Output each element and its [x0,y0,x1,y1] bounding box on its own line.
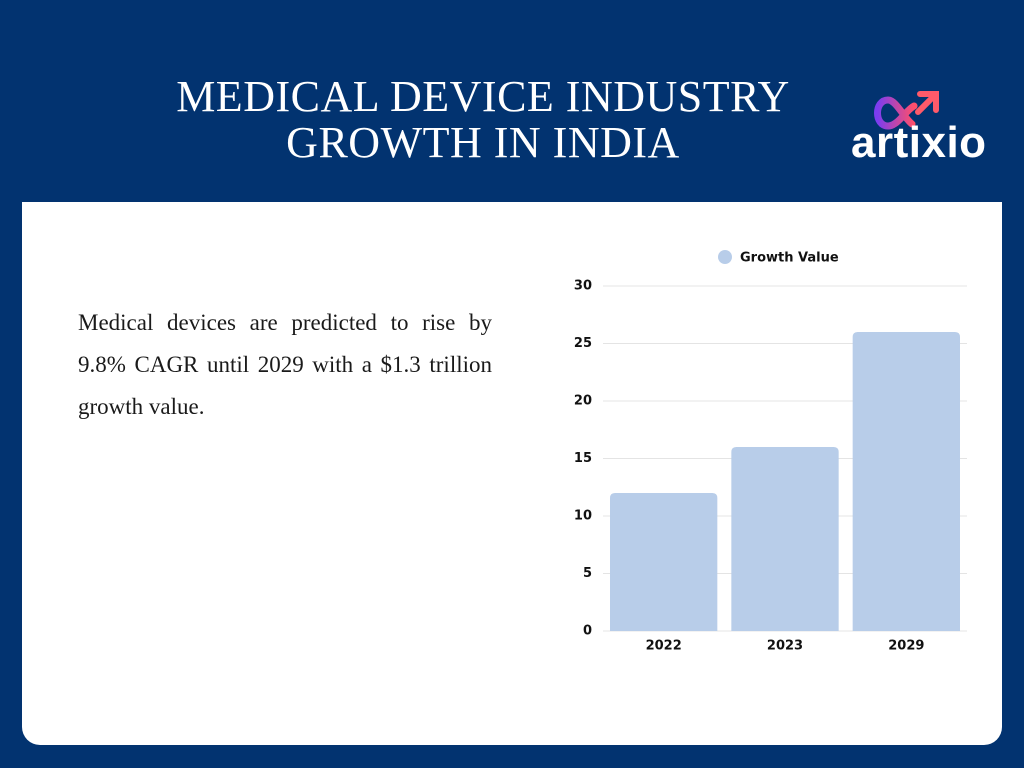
y-tick-label: 0 [583,624,592,639]
x-tick-label: 2023 [767,639,803,654]
bar [852,332,960,631]
legend-label: Growth Value [740,251,839,266]
y-tick-label: 10 [574,509,592,524]
bar [610,493,718,631]
description: Medical devices are predicted to rise by… [78,310,492,419]
title: MEDICAL DEVICE INDUSTRY GROWTH IN INDIA [176,72,790,167]
chart: 0 5 10 15 20 25 30 Growth Value 2022 2023 2029 [574,250,967,654]
legend-marker [718,250,732,264]
logo: artixio [851,118,987,167]
x-tick-label: 2029 [888,639,924,654]
y-tick-label: 25 [574,336,592,351]
y-tick-label: 20 [574,394,592,409]
x-tick-label: 2022 [646,639,682,654]
y-tick-label: 30 [574,279,592,294]
y-tick-label: 15 [574,451,592,466]
bar [731,447,839,631]
logo-icon [874,91,939,130]
content-panel [22,202,1002,745]
y-tick-label: 5 [583,566,592,581]
